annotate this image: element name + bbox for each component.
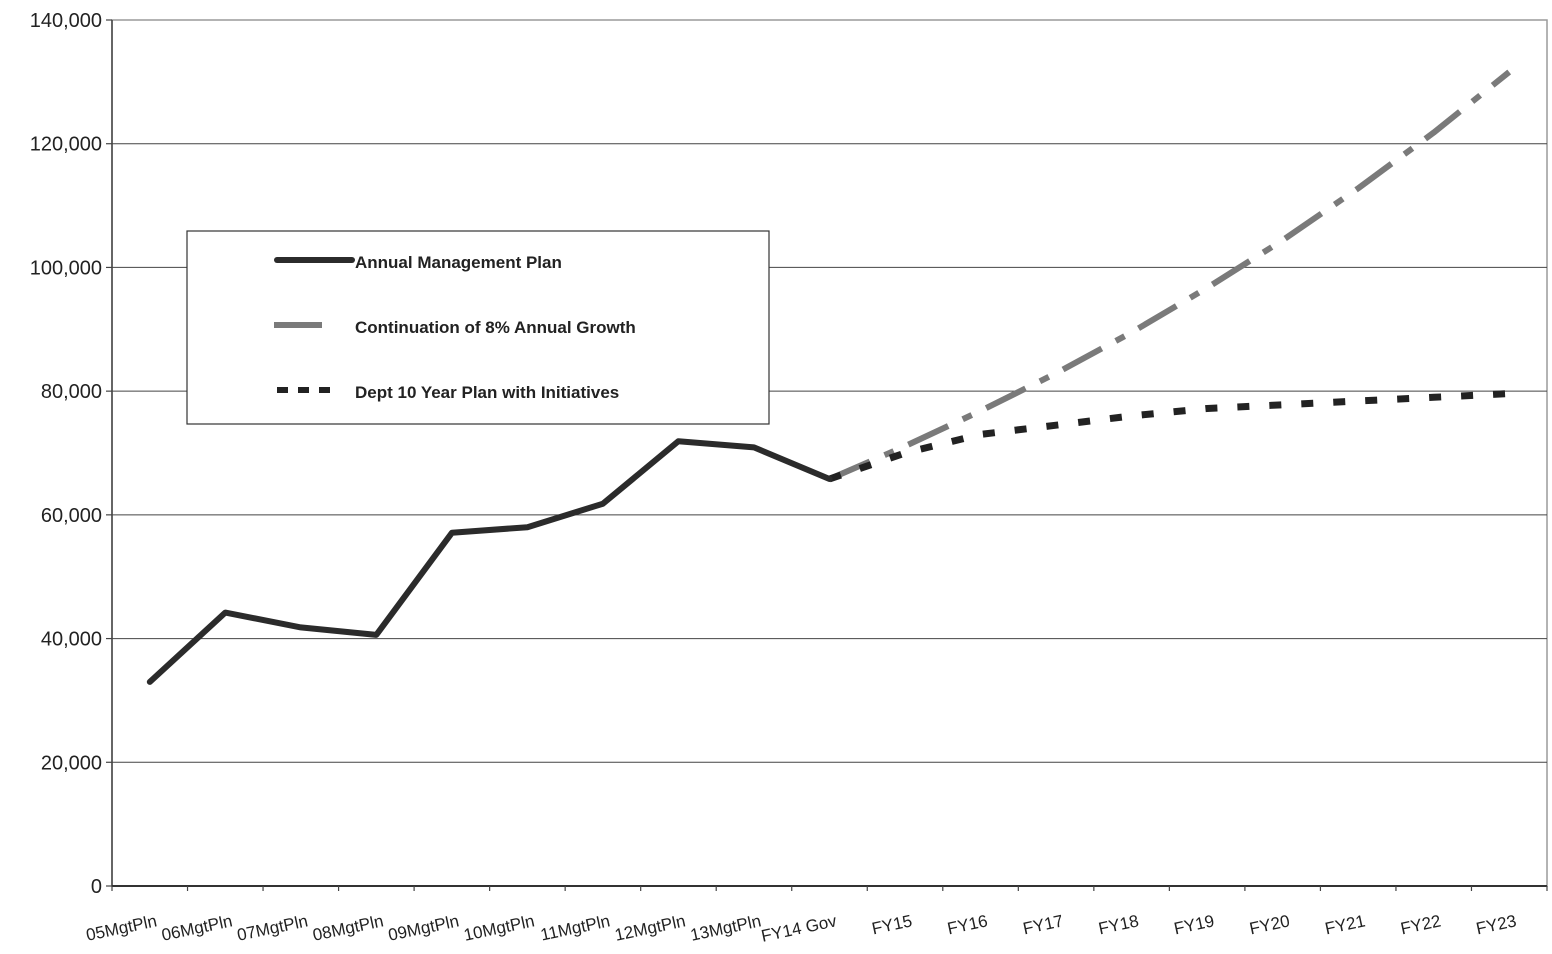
series-line-continuation-of-8-annual-growth <box>828 69 1512 482</box>
x-tick-label: FY15 <box>870 911 914 938</box>
x-tick-label: 05MgtPln <box>84 911 158 945</box>
x-tick-label: FY14 Gov <box>760 911 839 946</box>
y-tick-label: 80,000 <box>41 381 102 403</box>
y-tick-label: 60,000 <box>41 505 102 527</box>
x-tick-label: 13MgtPln <box>689 911 763 945</box>
legend: Annual Management Plan Continuation of 8… <box>186 230 770 425</box>
x-tick-label: FY17 <box>1021 911 1065 938</box>
series-line-annual-management-plan <box>146 438 833 685</box>
legend-label-annual-management-plan: Annual Management Plan <box>355 253 562 272</box>
legend-label-continuation-growth: Continuation of 8% Annual Growth <box>355 318 636 337</box>
x-tick-label: 11MgtPln <box>539 911 612 944</box>
x-tick-label: FY22 <box>1399 911 1443 938</box>
y-tick-label: 40,000 <box>41 629 102 651</box>
x-tick-label: 09MgtPln <box>386 911 460 945</box>
x-tick-label: FY23 <box>1474 911 1518 938</box>
x-tick-label: 06MgtPln <box>160 911 234 945</box>
x-tick-label: FY19 <box>1172 911 1216 938</box>
x-tick-label: 10MgtPln <box>462 911 536 945</box>
series-lines <box>146 69 1512 685</box>
x-tick-label: FY16 <box>946 911 990 938</box>
y-tick-label: 20,000 <box>41 752 102 774</box>
x-tick-label: 08MgtPln <box>311 911 385 945</box>
y-tick-label: 140,000 <box>30 10 102 32</box>
y-tick-label: 120,000 <box>30 134 102 156</box>
x-tick-label: 07MgtPln <box>235 911 309 945</box>
plot-area <box>111 19 1548 887</box>
y-tick-label: 0 <box>91 876 102 898</box>
x-tick-label: FY21 <box>1323 911 1367 938</box>
x-tick-label: FY20 <box>1248 911 1292 938</box>
y-tick-label: 100,000 <box>30 257 102 279</box>
x-tick-label: FY18 <box>1097 911 1141 938</box>
legend-label-dept-10-year-plan: Dept 10 Year Plan with Initiatives <box>355 383 619 402</box>
x-tick-label: 12MgtPln <box>613 911 687 945</box>
